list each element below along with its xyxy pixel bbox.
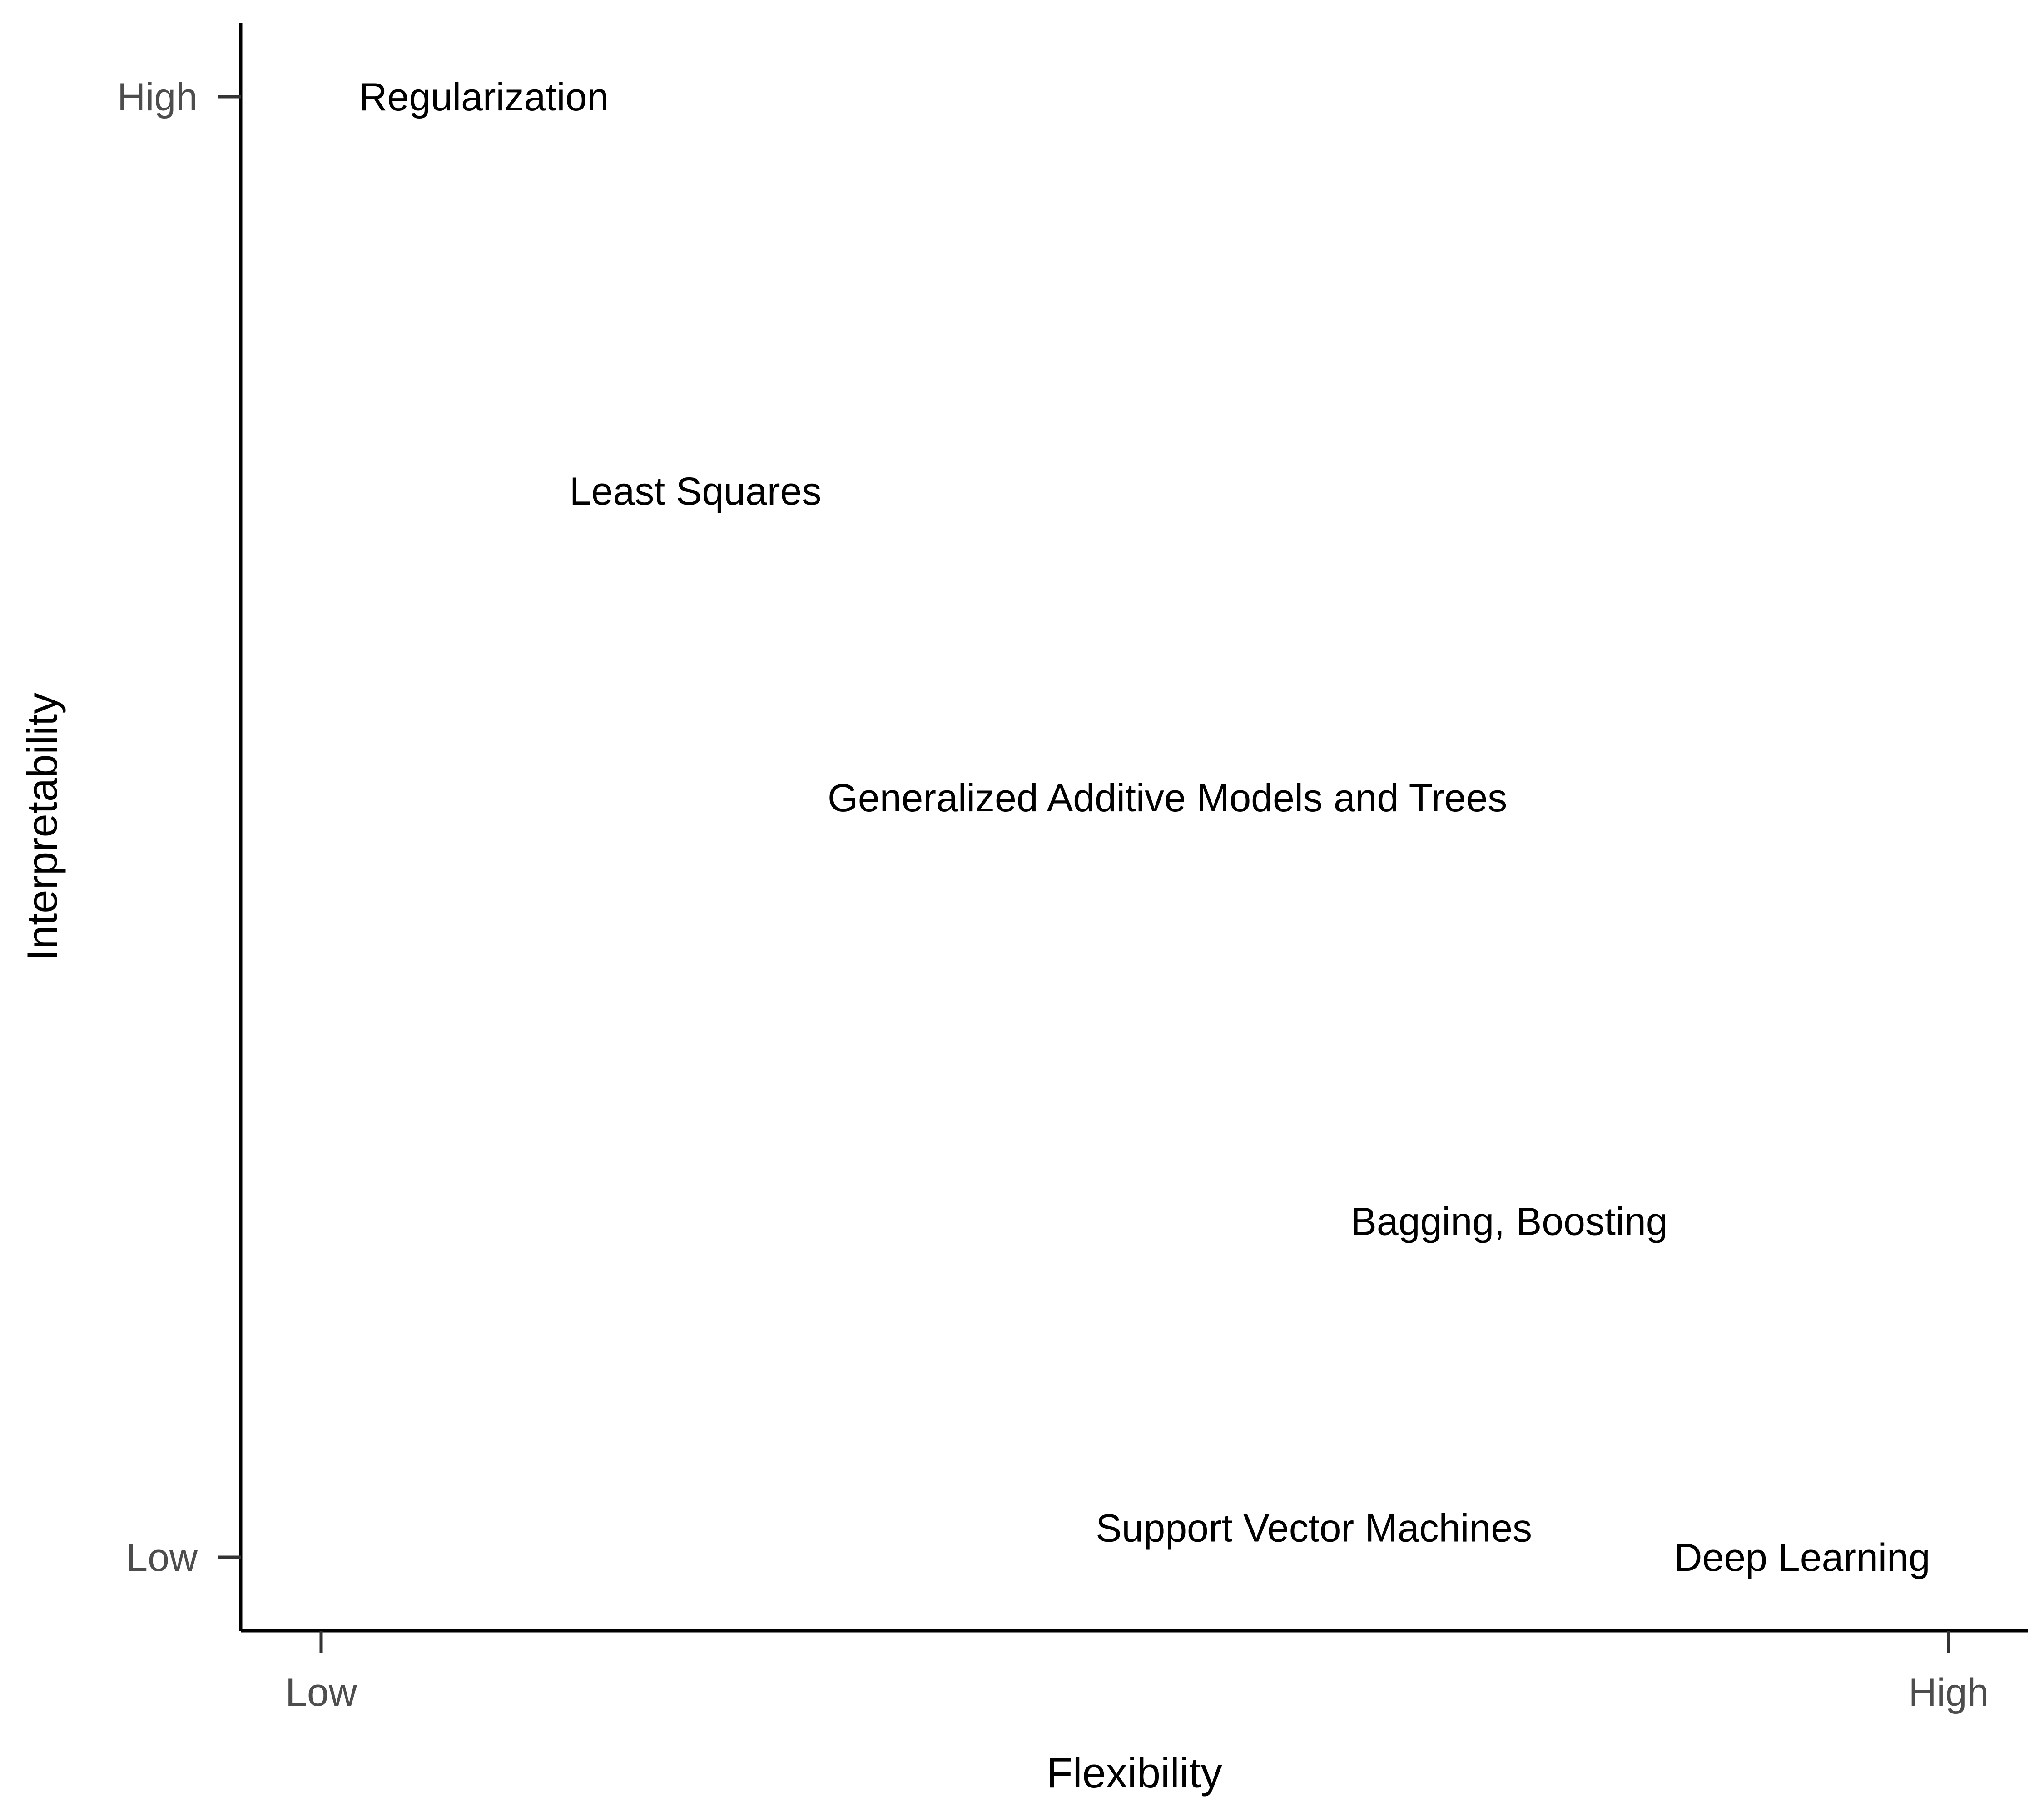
y-tick-label: High: [117, 75, 198, 119]
method-label: Bagging, Boosting: [1351, 1200, 1668, 1244]
y-tick-label: Low: [126, 1536, 198, 1579]
method-label: Support Vector Machines: [1096, 1507, 1532, 1550]
method-label: Least Squares: [570, 470, 822, 513]
x-tick-label: Low: [285, 1671, 357, 1714]
x-axis-title: Flexibility: [1047, 1749, 1222, 1797]
method-label: Deep Learning: [1674, 1536, 1930, 1579]
ticks: Low High Low High: [117, 75, 1989, 1714]
method-label: Regularization: [359, 75, 609, 119]
x-tick-label: High: [1909, 1671, 1989, 1714]
method-labels: Regularization Least Squares Generalized A…: [359, 75, 1930, 1579]
axes: [239, 23, 2028, 1633]
y-axis-title: Interpretability: [18, 693, 66, 961]
method-label: Generalized Additive Models and Trees: [828, 776, 1507, 820]
